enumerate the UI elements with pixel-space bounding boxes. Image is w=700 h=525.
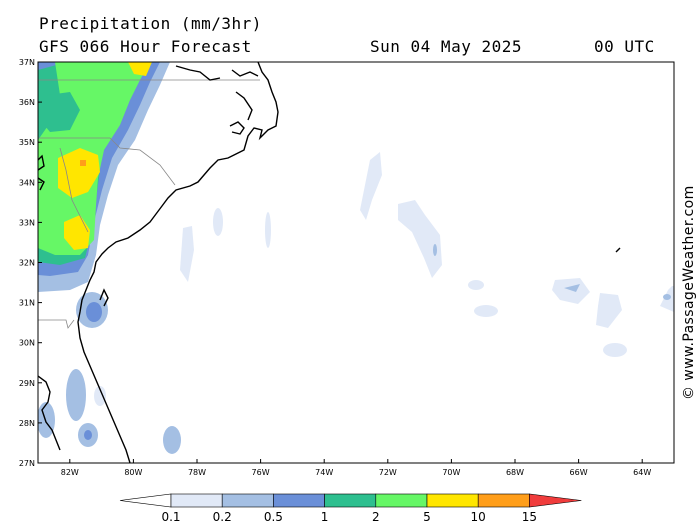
- model-run: GFS 066 Hour Forecast: [39, 37, 252, 56]
- precip-legend-labels: 0.1 0.2 0.5 1 2 5 10 15: [161, 510, 537, 524]
- precip-area-offshore7: [474, 305, 498, 317]
- lat-tick-label: 35N: [19, 138, 35, 147]
- legend-swatch: [324, 493, 377, 508]
- precip-area-fl2: [66, 369, 86, 421]
- lon-tick-label: 64W: [633, 468, 651, 477]
- lon-tick-label: 66W: [570, 468, 588, 477]
- legend-label: 10: [471, 510, 486, 524]
- legend-swatch: [477, 493, 530, 508]
- precip-area-fl1-core: [86, 302, 102, 322]
- precip-area-fl3-core: [84, 430, 92, 440]
- legend-label: 2: [372, 510, 380, 524]
- longitude-ticks: 82W 80W 78W 76W 74W 72W 70W 68W 66W 64W: [61, 459, 651, 477]
- forecast-date: Sun 04 May 2025: [370, 37, 522, 56]
- precip-area-offshore3: [265, 212, 271, 248]
- precip-area-offshore9: [596, 293, 622, 328]
- watermark: © www.PassageWeather.com: [681, 185, 697, 400]
- precip-area-orange: [80, 160, 86, 166]
- precip-legend: [119, 493, 582, 508]
- lat-tick-label: 27N: [19, 459, 35, 468]
- lat-tick-label: 28N: [19, 419, 35, 428]
- lon-tick-label: 68W: [506, 468, 524, 477]
- precip-area-offshore5-core: [433, 244, 437, 256]
- legend-swatch: [170, 493, 223, 508]
- legend-label: 5: [423, 510, 431, 524]
- precip-area-offshore6: [468, 280, 484, 290]
- precip-area-offshore2: [213, 208, 223, 236]
- map-title: Precipitation (mm/3hr): [39, 14, 262, 33]
- legend-swatch: [273, 493, 325, 508]
- legend-swatch: [221, 493, 274, 508]
- state-borders: [38, 79, 260, 329]
- lat-tick-label: 32N: [19, 259, 35, 268]
- precip-area-fl4: [163, 426, 181, 454]
- precip-area-fl6: [94, 386, 106, 406]
- lon-tick-label: 72W: [379, 468, 397, 477]
- lat-tick-label: 29N: [19, 379, 35, 388]
- precip-area-offshore4: [360, 152, 382, 220]
- lat-tick-label: 33N: [19, 218, 35, 227]
- precip-area-yellow: [58, 148, 100, 198]
- lat-tick-label: 37N: [19, 58, 35, 67]
- lon-tick-label: 80W: [124, 468, 142, 477]
- precip-area-offshore8: [552, 278, 590, 304]
- lon-tick-label: 76W: [252, 468, 270, 477]
- precip-area-offshore11-core: [663, 294, 671, 300]
- lat-tick-label: 34N: [19, 178, 35, 187]
- precip-fields: [38, 62, 674, 454]
- legend-label: 0.1: [161, 510, 180, 524]
- latitude-ticks: 27N 28N 29N 30N 31N 32N 33N 34N 35N 36N 37N: [19, 58, 42, 468]
- coastline: [38, 62, 621, 463]
- precip-area-offshore5: [398, 200, 442, 278]
- precip-area-teal-inner: [40, 92, 80, 132]
- lat-tick-label: 30N: [19, 339, 35, 348]
- precip-area-offshore10: [603, 343, 627, 357]
- legend-label: 0.2: [213, 510, 232, 524]
- lon-tick-label: 70W: [442, 468, 460, 477]
- lat-tick-label: 36N: [19, 98, 35, 107]
- precip-area-yellow-north: [128, 62, 152, 76]
- lat-tick-label: 31N: [19, 299, 35, 308]
- legend-label: 0.5: [264, 510, 283, 524]
- legend-label: 1: [321, 510, 329, 524]
- legend-swatch: [375, 493, 428, 508]
- legend-swatch: [426, 493, 479, 508]
- lon-tick-label: 74W: [315, 468, 333, 477]
- forecast-time: 00 UTC: [594, 37, 655, 56]
- legend-swatch: [529, 493, 582, 508]
- lon-tick-label: 82W: [61, 468, 79, 477]
- precip-area-offshore8-core: [564, 284, 580, 292]
- precip-area-offshore1: [180, 226, 194, 282]
- legend-label: 15: [522, 510, 537, 524]
- lon-tick-label: 78W: [188, 468, 206, 477]
- legend-swatch: [119, 493, 172, 508]
